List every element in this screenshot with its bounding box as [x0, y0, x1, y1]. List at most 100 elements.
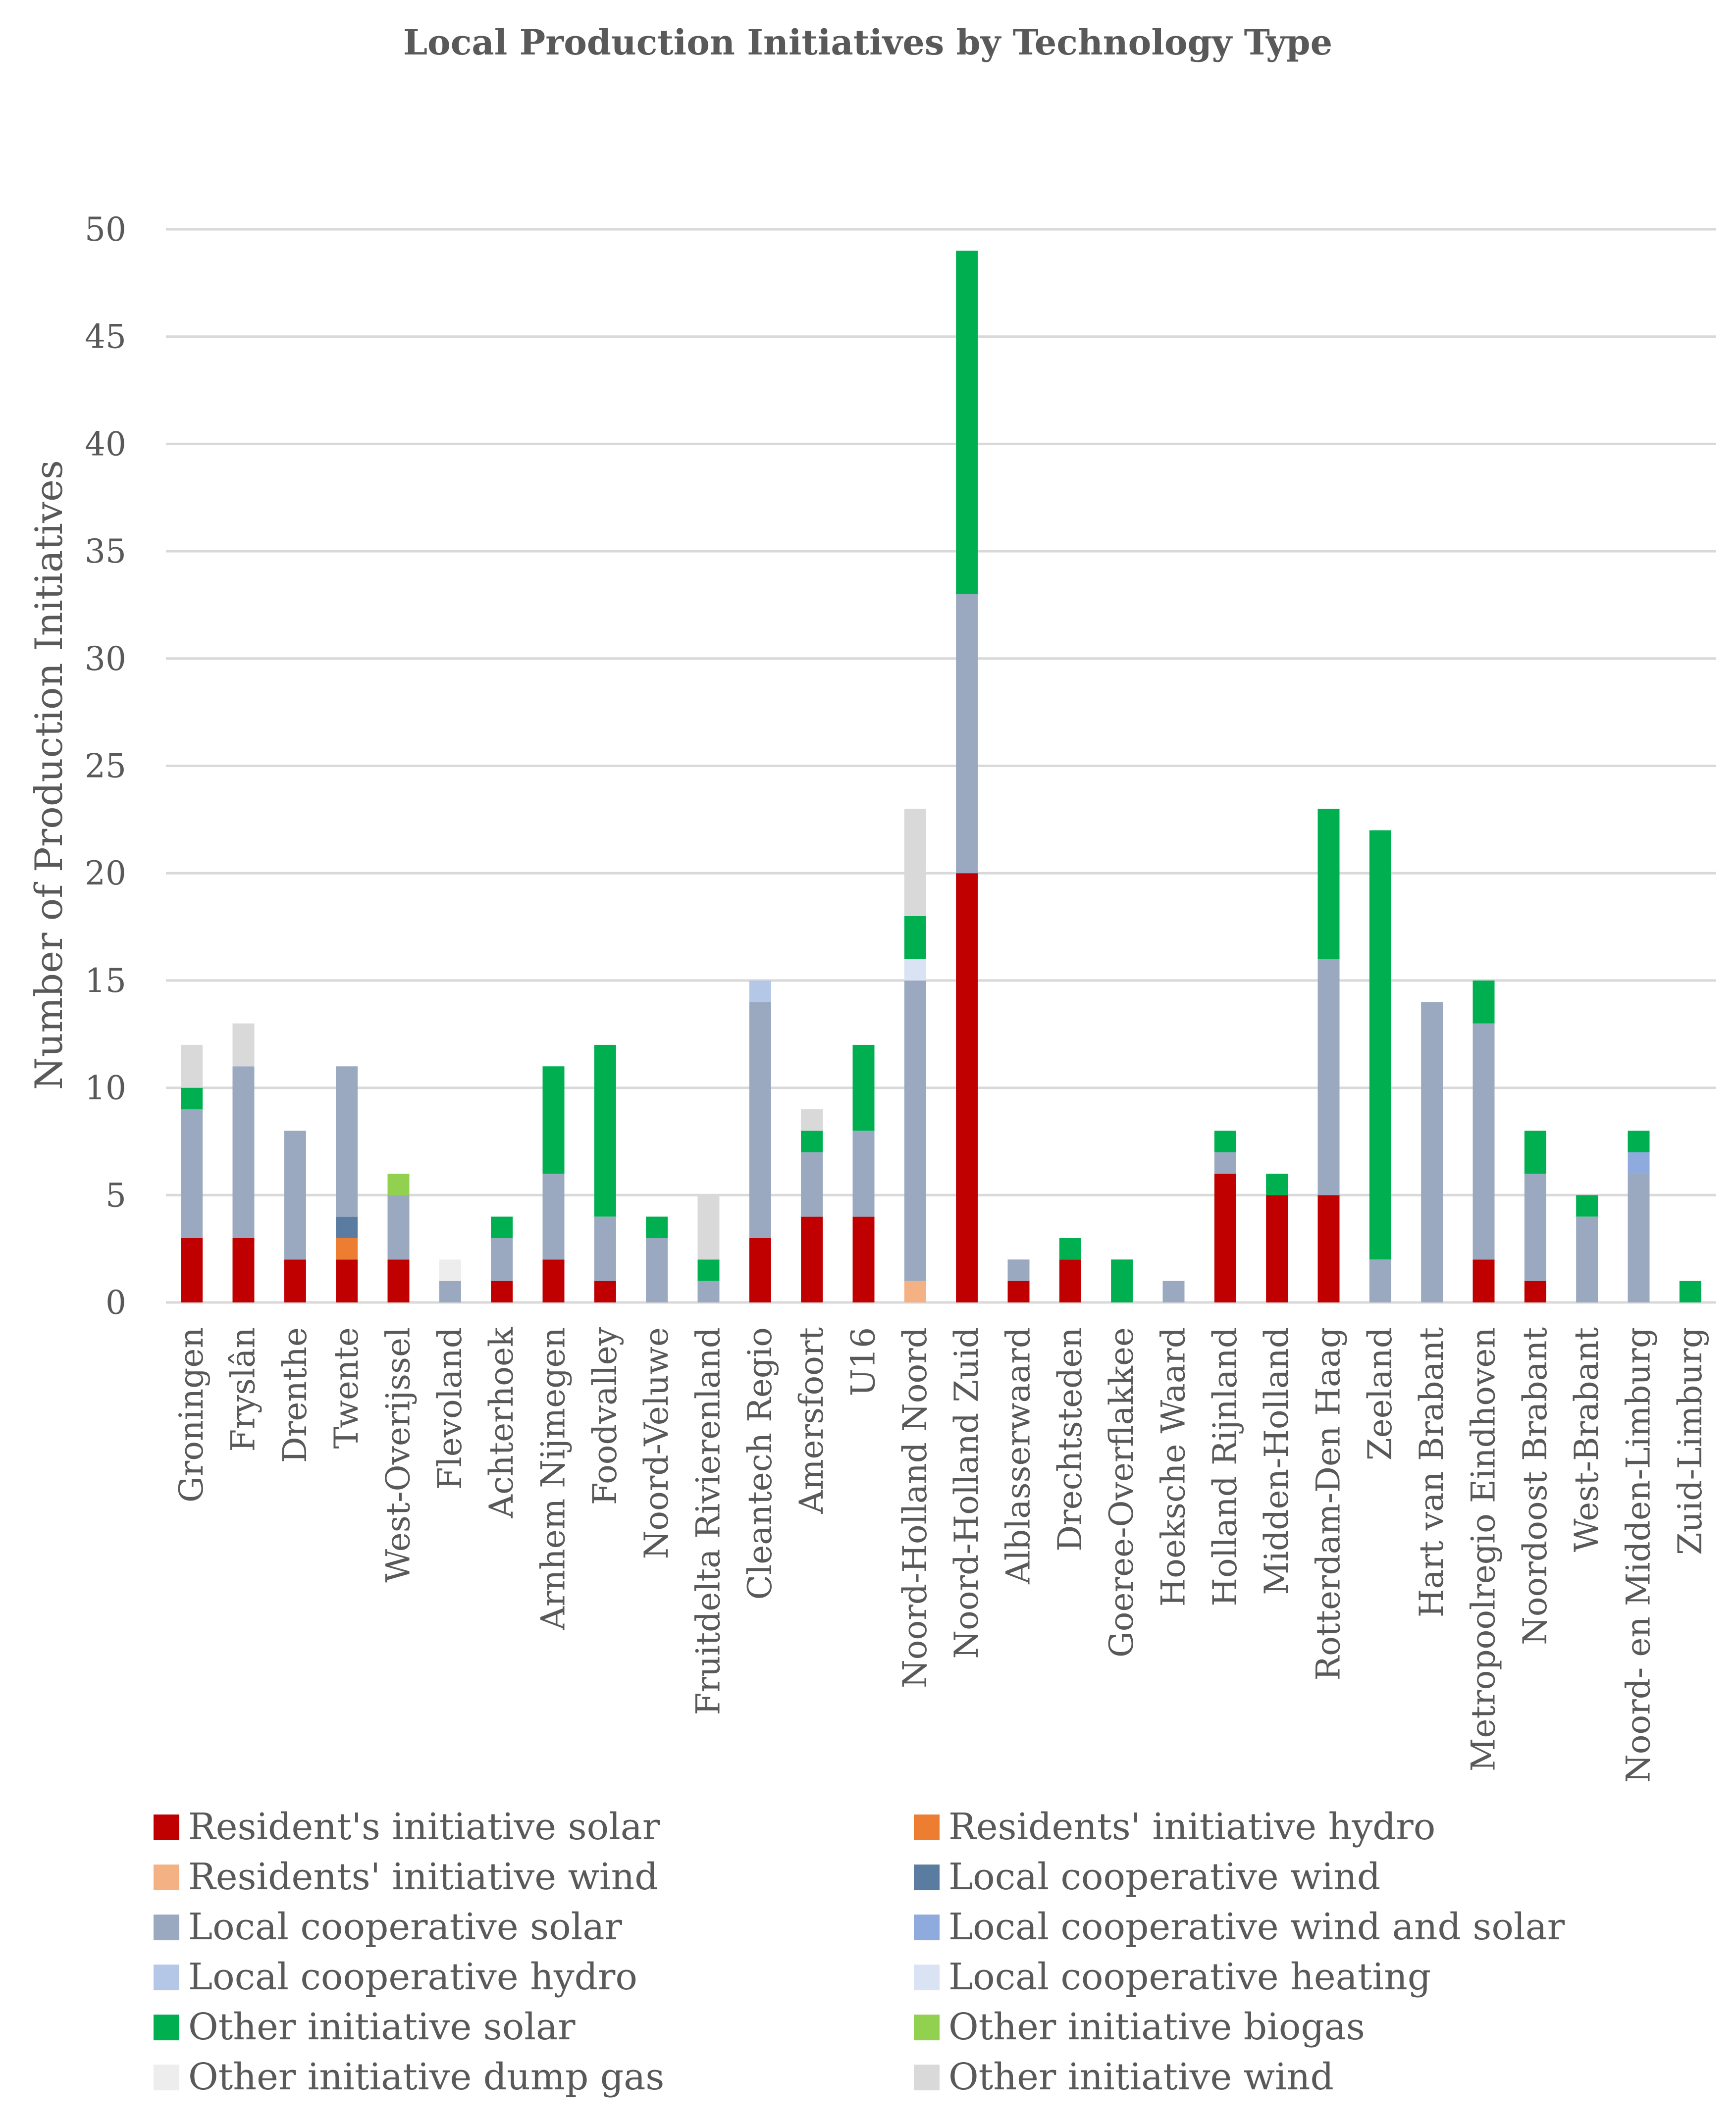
x-tick-label-noord-holland-noord: Noord-Holland Noord: [896, 1327, 934, 1688]
legend-label-local-cooperative-solar: Local cooperative solar: [188, 1906, 622, 1948]
bar-west-overijssel-local-cooperative-solar: [387, 1195, 410, 1260]
x-tick-label-metropoolregio-eindhoven: Metropoolregio Eindhoven: [1465, 1327, 1503, 1771]
x-tick-label-west-overijssel: West-Overijssel: [379, 1327, 418, 1583]
bar-foodvalley-resident-s-initiative-solar: [594, 1281, 616, 1302]
y-axis-label: Number of Production Initiatives: [27, 460, 71, 1090]
bar-noord-holland-noord-other-initiative-solar: [904, 916, 926, 959]
bar-midden-holland-resident-s-initiative-solar: [1266, 1195, 1288, 1302]
bar-goeree-overflakkee-other-initiative-solar: [1111, 1259, 1133, 1302]
legend-swatch-local-cooperative-wind-and-solar: [914, 1915, 940, 1940]
x-tick-label-holland-rijnland: Holland Rijnland: [1206, 1327, 1244, 1607]
legend-swatch-local-cooperative-heating: [914, 1965, 940, 1990]
bar-amersfoort-other-initiative-solar: [801, 1131, 823, 1152]
legend-label-residents-initiative-wind: Residents' initiative wind: [188, 1856, 658, 1898]
y-tick-label-25: 25: [85, 747, 126, 785]
legend-label-residents-initiative-hydro: Residents' initiative hydro: [948, 1806, 1435, 1848]
legend-swatch-other-initiative-biogas: [914, 2015, 940, 2040]
legend-swatch-other-initiative-dump-gas: [154, 2065, 179, 2090]
bar-groningen-other-initiative-solar: [181, 1088, 203, 1109]
bar-noord-holland-noord-residents-initiative-wind: [904, 1281, 926, 1302]
bar-noord-holland-noord-local-cooperative-heating: [904, 959, 926, 981]
x-tick-label-drenthe: Drenthe: [276, 1327, 314, 1463]
x-tick-label-frysl-n: Fryslân: [224, 1327, 263, 1452]
bar-noord-holland-zuid-local-cooperative-solar: [956, 594, 978, 874]
bar-hart-van-brabant-local-cooperative-solar: [1421, 1002, 1443, 1302]
bar-foodvalley-other-initiative-solar: [594, 1044, 616, 1217]
x-tick-label-alblasserwaard: Alblasserwaard: [1000, 1327, 1038, 1585]
bar-noord-en-midden-limburg-local-cooperative-wind-and-solar: [1628, 1152, 1650, 1174]
bar-groningen-resident-s-initiative-solar: [181, 1238, 203, 1302]
bar-holland-rijnland-resident-s-initiative-solar: [1214, 1173, 1236, 1302]
x-tick-label-amersfoort: Amersfoort: [792, 1327, 831, 1514]
bar-drenthe-local-cooperative-solar: [284, 1131, 306, 1260]
bar-amersfoort-resident-s-initiative-solar: [801, 1216, 823, 1302]
bar-arnhem-nijmegen-resident-s-initiative-solar: [542, 1259, 565, 1302]
x-tick-label-flevoland: Flevoland: [431, 1327, 469, 1490]
y-tick-label-10: 10: [85, 1069, 126, 1107]
bar-noord-holland-noord-local-cooperative-solar: [904, 980, 926, 1281]
legend-swatch-other-initiative-solar: [154, 2015, 179, 2040]
x-tick-label-hoeksche-waard: Hoeksche Waard: [1155, 1327, 1193, 1607]
x-tick-label-goeree-overflakkee: Goeree-Overflakkee: [1103, 1327, 1141, 1658]
bar-flevoland-other-initiative-dump-gas: [439, 1259, 461, 1281]
x-tick-label-noordoost-brabant: Noordoost Brabant: [1516, 1327, 1554, 1645]
bar-twente-local-cooperative-wind: [336, 1216, 358, 1238]
bar-alblasserwaard-resident-s-initiative-solar: [1007, 1281, 1030, 1302]
bar-amersfoort-local-cooperative-solar: [801, 1152, 823, 1217]
bar-west-overijssel-resident-s-initiative-solar: [387, 1259, 410, 1302]
legend-label-other-initiative-wind: Other initiative wind: [948, 2056, 1334, 2098]
bar-achterhoek-local-cooperative-solar: [491, 1238, 513, 1281]
bar-frysl-n-local-cooperative-solar: [232, 1066, 255, 1238]
bar-west-overijssel-other-initiative-biogas: [387, 1173, 410, 1195]
bar-u16-other-initiative-solar: [852, 1044, 875, 1131]
bar-twente-resident-s-initiative-solar: [336, 1259, 358, 1302]
y-tick-label-35: 35: [85, 532, 126, 570]
x-tick-label-groningen: Groningen: [172, 1327, 210, 1503]
y-tick-label-15: 15: [85, 962, 126, 1000]
bar-fruitdelta-rivierenland-local-cooperative-solar: [697, 1281, 720, 1302]
chart-title: Local Production Initiatives by Technolo…: [403, 22, 1332, 63]
legend-label-other-initiative-solar: Other initiative solar: [188, 2006, 576, 2048]
x-tick-label-drechtsteden: Drechtsteden: [1051, 1327, 1089, 1552]
bar-achterhoek-resident-s-initiative-solar: [491, 1281, 513, 1302]
x-tick-label-rotterdam-den-haag: Rotterdam-Den Haag: [1310, 1327, 1348, 1681]
x-tick-label-fruitdelta-rivierenland: Fruitdelta Rivierenland: [689, 1327, 728, 1715]
bar-noord-veluwe-local-cooperative-solar: [646, 1238, 668, 1302]
legend-swatch-local-cooperative-hydro: [154, 1965, 179, 1990]
legend-label-local-cooperative-heating: Local cooperative heating: [948, 1956, 1431, 1998]
legend-label-local-cooperative-wind-and-solar: Local cooperative wind and solar: [948, 1906, 1565, 1948]
x-tick-label-cleantech-regio: Cleantech Regio: [741, 1327, 779, 1600]
bar-zuid-limburg-other-initiative-solar: [1679, 1281, 1701, 1302]
legend-label-resident-s-initiative-solar: Resident's initiative solar: [188, 1806, 660, 1848]
x-axis-ticks: Groningen Fryslân Drenthe Twente West-Overij…: [172, 1327, 1709, 1783]
bar-metropoolregio-eindhoven-other-initiative-solar: [1473, 980, 1495, 1024]
x-tick-label-twente: Twente: [327, 1327, 366, 1449]
bar-hoeksche-waard-local-cooperative-solar: [1162, 1281, 1185, 1302]
bar-zeeland-local-cooperative-solar: [1369, 1259, 1391, 1302]
bar-midden-holland-other-initiative-solar: [1266, 1173, 1288, 1195]
x-tick-label-noord-holland-zuid: Noord-Holland Zuid: [947, 1327, 986, 1659]
bar-zeeland-other-initiative-solar: [1369, 830, 1391, 1260]
bar-arnhem-nijmegen-local-cooperative-solar: [542, 1173, 565, 1260]
bar-fruitdelta-rivierenland-other-initiative-wind: [697, 1195, 720, 1260]
bar-cleantech-regio-local-cooperative-solar: [749, 1002, 771, 1238]
x-tick-label-west-brabant: West-Brabant: [1568, 1327, 1606, 1552]
bar-holland-rijnland-local-cooperative-solar: [1214, 1152, 1236, 1174]
x-tick-label-u16: U16: [844, 1327, 883, 1397]
legend-swatch-other-initiative-wind: [914, 2065, 940, 2090]
y-tick-label-20: 20: [85, 854, 126, 892]
bar-rotterdam-den-haag-other-initiative-solar: [1317, 809, 1340, 959]
x-tick-label-arnhem-nijmegen: Arnhem Nijmegen: [534, 1327, 573, 1631]
bar-noord-en-midden-limburg-other-initiative-solar: [1628, 1131, 1650, 1152]
bar-cleantech-regio-local-cooperative-hydro: [749, 980, 771, 1002]
x-tick-label-achterhoek: Achterhoek: [482, 1327, 521, 1519]
legend: Resident's initiative solar Residents' in…: [154, 1806, 1565, 2098]
bar-noord-holland-zuid-resident-s-initiative-solar: [956, 873, 978, 1302]
bar-rotterdam-den-haag-resident-s-initiative-solar: [1317, 1195, 1340, 1302]
bar-noord-veluwe-other-initiative-solar: [646, 1216, 668, 1238]
legend-swatch-resident-s-initiative-solar: [154, 1815, 179, 1840]
bar-amersfoort-other-initiative-wind: [801, 1109, 823, 1131]
bar-twente-local-cooperative-solar: [336, 1066, 358, 1217]
x-tick-label-midden-holland: Midden-Holland: [1258, 1327, 1296, 1595]
